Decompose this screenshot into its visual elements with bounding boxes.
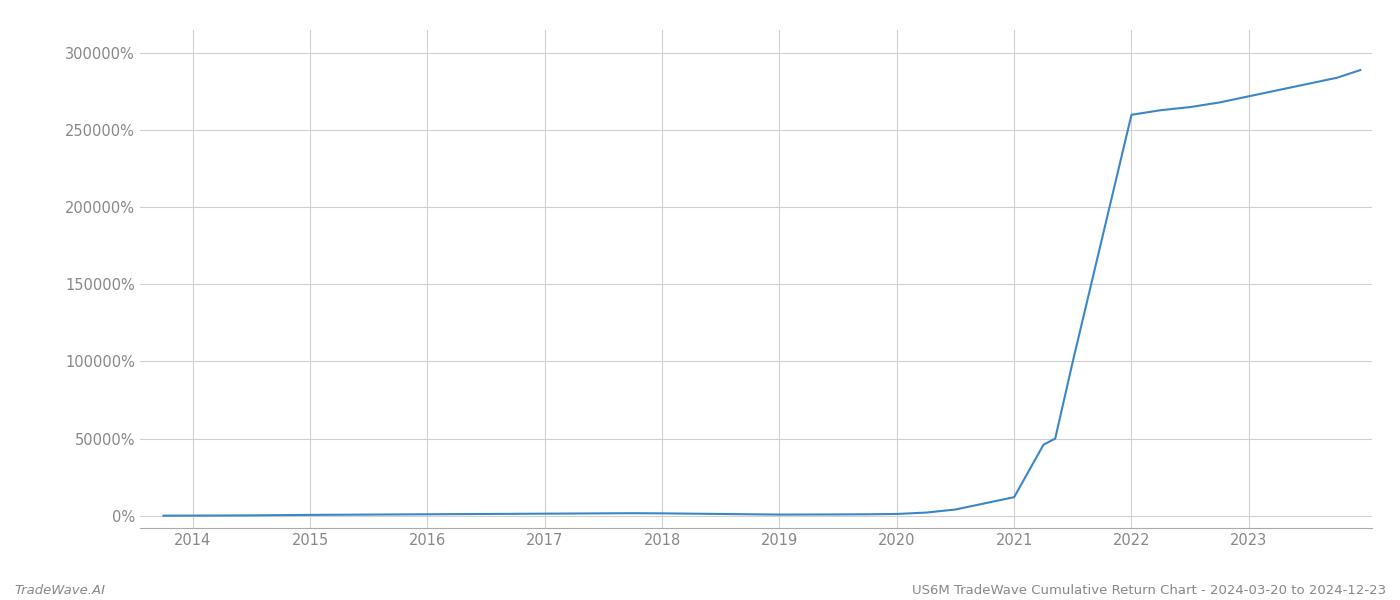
Text: US6M TradeWave Cumulative Return Chart - 2024-03-20 to 2024-12-23: US6M TradeWave Cumulative Return Chart -…: [911, 584, 1386, 597]
Text: TradeWave.AI: TradeWave.AI: [14, 584, 105, 597]
